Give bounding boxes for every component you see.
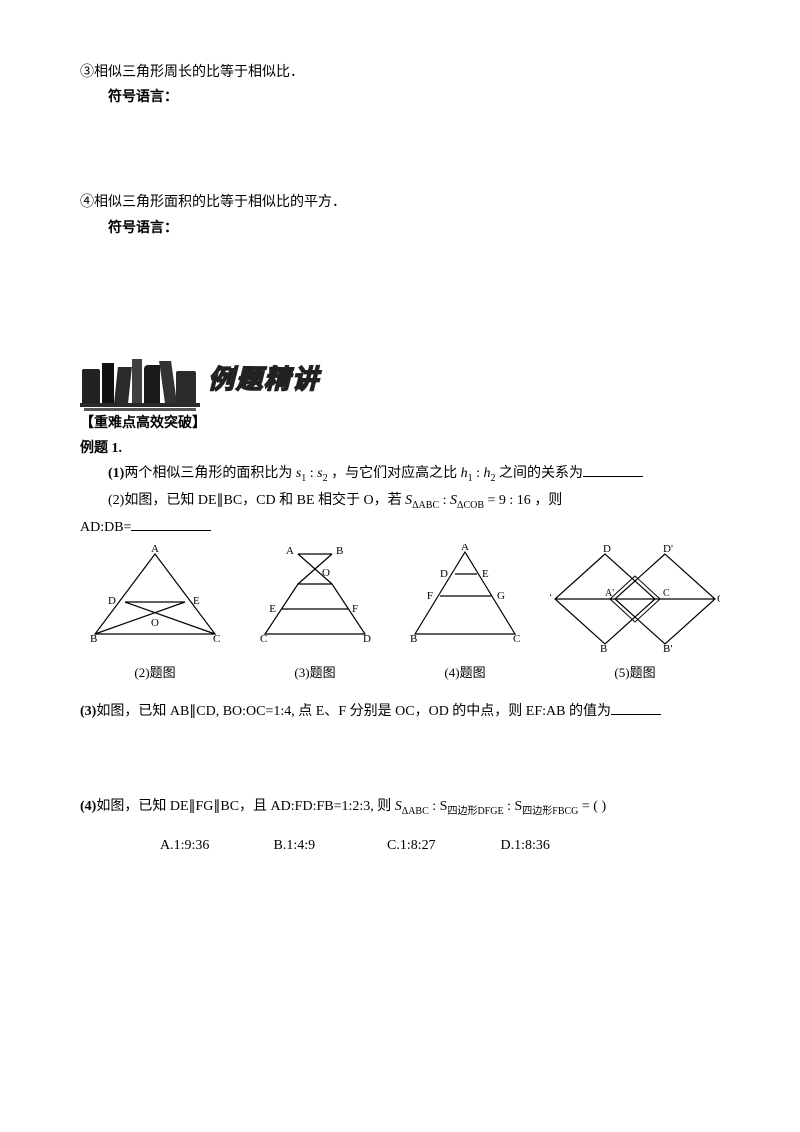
svg-text:A: A [550, 587, 552, 599]
svg-text:A: A [151, 544, 159, 555]
question-3: (3)如图，已知 AB∥CD, BO:OC=1:4, 点 E、F 分别是 OC，… [80, 699, 720, 724]
svg-text:O: O [322, 567, 330, 579]
opt-d: D.1:8:36 [501, 833, 611, 858]
svg-text:E: E [193, 595, 200, 607]
fig5-label: (5)题图 [550, 661, 720, 684]
example-label: 例题 1. [80, 436, 720, 461]
svg-text:B': B' [663, 643, 672, 654]
section-heading: 【重难点高效突破】 [80, 411, 720, 436]
svg-text:D': D' [663, 544, 673, 555]
svg-text:F: F [427, 590, 433, 602]
banner: 例题精讲 [80, 351, 720, 411]
fig4-label: (4)题图 [400, 661, 530, 684]
books-icon [80, 351, 200, 411]
q4-options: A.1:9:36 B.1:4:9 C.1:8:27 D.1:8:36 [160, 833, 720, 858]
q2-blank [131, 516, 211, 531]
property-4: ④相似三角形面积的比等于相似比的平方． 符号语言： [80, 190, 720, 240]
figure-5-svg: D D' A A' C C' B B' [550, 544, 720, 654]
prop3-num: ③ [80, 65, 94, 80]
prop4-label: 符号语言： [80, 216, 720, 241]
svg-text:A: A [286, 545, 294, 557]
fig2-label: (2)题图 [80, 661, 230, 684]
opt-a: A.1:9:36 [160, 833, 270, 858]
question-2-line2: AD:DB= [80, 515, 720, 540]
opt-c: C.1:8:27 [387, 833, 497, 858]
figure-3: A B O E F C D (3)题图 [250, 544, 380, 685]
svg-text:C: C [213, 633, 220, 645]
banner-title: 例题精讲 [208, 357, 320, 404]
figure-2: A D E O B C (2)题图 [80, 544, 230, 685]
fig3-label: (3)题图 [250, 661, 380, 684]
svg-text:B: B [90, 633, 97, 645]
svg-text:D: D [603, 544, 611, 555]
question-1: (1)两个相似三角形的面积比为 s1 : s2 ，与它们对应高之比 h1 : h… [108, 461, 720, 488]
svg-text:O: O [151, 617, 159, 629]
q4-t1: 如图，已知 DE∥FG∥BC，且 AD:FD:FB=1:2:3, 则 [96, 799, 394, 814]
q1-t2: ，与它们对应高之比 [331, 466, 457, 481]
figure-4: A D E F G B C (4)题图 [400, 544, 530, 685]
svg-text:B: B [336, 545, 343, 557]
prop4-body: 相似三角形面积的比等于相似比的平方． [94, 195, 346, 210]
svg-text:D: D [108, 595, 116, 607]
svg-text:B: B [600, 643, 607, 654]
svg-text:E: E [269, 603, 276, 615]
q3-num: (3) [80, 704, 96, 719]
svg-text:D: D [440, 568, 448, 580]
q3-text: 如图，已知 AB∥CD, BO:OC=1:4, 点 E、F 分别是 OC，OD … [96, 704, 611, 719]
q3-blank [611, 700, 661, 715]
property-3: ③相似三角形周长的比等于相似比． 符号语言： [80, 60, 720, 110]
svg-text:G: G [497, 590, 505, 602]
figure-3-svg: A B O E F C D [250, 544, 380, 654]
svg-text:F: F [352, 603, 358, 615]
figure-4-svg: A D E F G B C [400, 544, 530, 654]
question-2: (2)如图，已知 DE∥BC，CD 和 BE 相交于 O，若 SΔABC : S… [108, 488, 720, 515]
svg-text:A': A' [605, 588, 614, 599]
svg-text:D: D [363, 633, 371, 645]
q1-blank [583, 462, 643, 477]
svg-text:B: B [410, 633, 417, 645]
q1-num: (1) [108, 466, 124, 481]
q2-t1: 如图，已知 DE∥BC，CD 和 BE 相交于 O，若 [124, 493, 405, 508]
q2-num: (2) [108, 493, 124, 508]
svg-text:C': C' [717, 593, 720, 605]
question-4: (4)如图，已知 DE∥FG∥BC，且 AD:FD:FB=1:2:3, 则 SΔ… [80, 794, 720, 821]
q1-t3: 之间的关系为 [499, 466, 583, 481]
q4-num: (4) [80, 799, 96, 814]
figure-5: D D' A A' C C' B B' (5)题图 [550, 544, 720, 685]
prop4-num: ④ [80, 195, 94, 210]
prop3-body: 相似三角形周长的比等于相似比． [94, 65, 304, 80]
svg-text:E: E [482, 568, 489, 580]
prop3-text: ③相似三角形周长的比等于相似比． [80, 60, 720, 85]
q1-t1: 两个相似三角形的面积比为 [124, 466, 292, 481]
figure-2-svg: A D E O B C [80, 544, 230, 654]
svg-text:C: C [513, 633, 520, 645]
figures-row: A D E O B C (2)题图 A B O E F C D (3)题图 [80, 544, 720, 685]
svg-text:A: A [461, 544, 469, 553]
svg-text:C: C [260, 633, 267, 645]
prop4-text: ④相似三角形面积的比等于相似比的平方． [80, 190, 720, 215]
opt-b: B.1:4:9 [274, 833, 384, 858]
prop3-label: 符号语言： [80, 85, 720, 110]
svg-text:C: C [663, 588, 670, 599]
